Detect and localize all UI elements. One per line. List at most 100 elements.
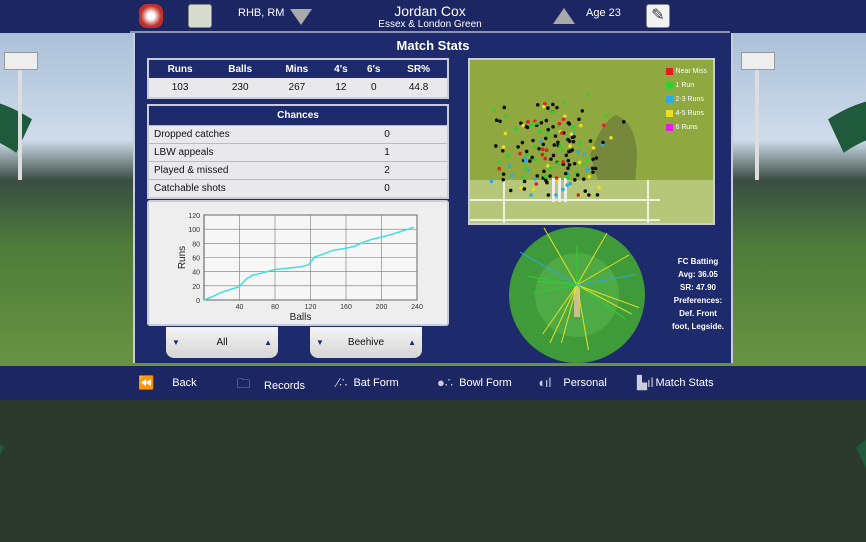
edit-pencil-icon[interactable]: ✎	[646, 4, 670, 28]
stats-table: Runs Balls Mins 4's 6's SR% 103 230 267 …	[147, 58, 449, 99]
x-tick-label: 200	[376, 304, 388, 311]
ball-dot	[561, 187, 565, 192]
chances-table: Chances Dropped catches 0 LBW appeals 1 Pl…	[147, 104, 449, 199]
strike-rate-value: 44.8	[408, 82, 429, 93]
ball-dot	[519, 186, 523, 190]
ball-dot	[587, 174, 592, 179]
team-crest-icon[interactable]	[139, 4, 163, 28]
filter-value: All	[216, 337, 228, 348]
nav-bat-form-label: Bat Form	[353, 377, 399, 389]
ball-dot	[543, 174, 547, 179]
ball-dot	[555, 105, 559, 110]
ball-dot	[556, 161, 560, 165]
ball-dot	[552, 143, 557, 147]
legend-swatch	[666, 109, 674, 117]
ball-dot	[572, 161, 577, 166]
fc-batting-summary: FC Batting Avg: 36.05 SR: 47.90 Preferen…	[668, 255, 728, 333]
nav-personal[interactable]: ◖ıl Personal	[537, 375, 607, 390]
ball-dot	[531, 138, 535, 143]
table-row: Catchable shots 0	[149, 179, 447, 197]
ball-dot	[533, 177, 537, 181]
personal-chart-icon: ◖ıl	[537, 375, 552, 390]
ball-dot	[565, 175, 570, 180]
y-tick-label: 40	[192, 270, 200, 277]
view-down-arrow-icon[interactable]: ▼	[316, 338, 324, 347]
ball-dot	[543, 156, 548, 161]
view-up-arrow-icon[interactable]: ▲	[408, 338, 416, 347]
col-fours: 4's	[324, 59, 358, 78]
ball-dot	[501, 145, 506, 149]
ball-dot	[521, 175, 525, 180]
ball-dot	[557, 121, 562, 126]
ball-dot	[551, 102, 555, 107]
player-header: RHB, RM Jordan Cox Essex & London Green …	[0, 0, 866, 33]
floodlight-left	[4, 52, 38, 180]
ball-dot	[506, 153, 510, 158]
nav-bat-form[interactable]: ⁄∴ Bat Form	[337, 375, 399, 391]
x-tick-label: 160	[340, 304, 352, 311]
ball-dot	[535, 103, 540, 107]
filter-down-arrow-icon[interactable]: ▼	[172, 338, 180, 347]
ball-dot	[510, 173, 514, 178]
preferences-line-2: foot, Legside.	[672, 322, 724, 331]
bat-icon: ⁄∴	[337, 375, 348, 390]
stump	[558, 178, 561, 202]
ball-dot	[533, 157, 537, 162]
ball-dot	[595, 193, 600, 197]
gloves-icon[interactable]	[188, 4, 212, 28]
ball-dot	[528, 159, 532, 163]
ball-dot	[546, 127, 551, 132]
pitch-crease-area	[470, 180, 713, 223]
ball-dot	[541, 142, 546, 147]
shot-line	[576, 284, 627, 320]
ball-dot	[551, 153, 556, 158]
table-row: Dropped catches 0	[149, 125, 447, 143]
ball-dot	[576, 193, 581, 197]
y-tick-label: 20	[192, 284, 200, 291]
ball-dot	[526, 168, 531, 173]
fc-batting-title: FC Batting	[677, 257, 719, 266]
nav-match-stats[interactable]: ▙ıl Match Stats	[637, 375, 714, 391]
ball-dot	[494, 118, 499, 123]
y-tick-label: 120	[188, 213, 200, 220]
ball-dot	[541, 147, 545, 152]
bottom-navigation: ⏪ Back 🗀 Records ⁄∴ Bat Form ●∴ Bowl Form ◖ı…	[0, 366, 866, 400]
ball-dot	[591, 146, 596, 150]
ball-dot	[534, 182, 539, 186]
ball-dot	[544, 118, 549, 123]
ball-dot	[587, 193, 591, 197]
ball-dot	[501, 172, 506, 176]
nav-back[interactable]: ⏪ Back	[138, 375, 197, 391]
col-sixes: 6's	[357, 59, 391, 78]
nav-bowl-form[interactable]: ●∴ Bowl Form	[437, 375, 512, 391]
ball-dot	[545, 180, 549, 185]
mins-value: 267	[288, 82, 306, 93]
legend-label: Near Miss	[675, 67, 707, 75]
filter-selector[interactable]: ▼ All ▲	[166, 327, 278, 358]
ball-dot	[604, 113, 609, 118]
ball-dot	[500, 148, 505, 153]
next-player-arrow-icon[interactable]	[553, 8, 575, 24]
ball-dot	[524, 166, 528, 171]
filter-up-arrow-icon[interactable]: ▲	[264, 338, 272, 347]
nav-records[interactable]: 🗀 Records	[237, 375, 305, 397]
x-tick-label: 240	[411, 304, 423, 311]
ball-dot	[580, 109, 585, 113]
shot-line	[576, 274, 637, 286]
ball-dot	[493, 144, 498, 148]
ball-dot	[591, 170, 595, 175]
stump	[552, 178, 555, 202]
ball-dot	[601, 123, 606, 128]
chance-label: Catchable shots	[154, 183, 226, 194]
ball-dot	[597, 185, 601, 190]
nav-match-stats-label: Match Stats	[655, 377, 714, 389]
ball-dot	[542, 102, 547, 106]
ball-dot	[566, 121, 571, 125]
legend-swatch	[666, 67, 674, 75]
ball-dot	[579, 123, 583, 128]
previous-player-arrow-icon[interactable]	[290, 9, 312, 25]
ball-dot	[548, 174, 552, 178]
ball-dot	[520, 140, 525, 145]
view-selector[interactable]: ▼ Beehive ▲	[310, 327, 422, 358]
chance-label: LBW appeals	[154, 147, 214, 158]
